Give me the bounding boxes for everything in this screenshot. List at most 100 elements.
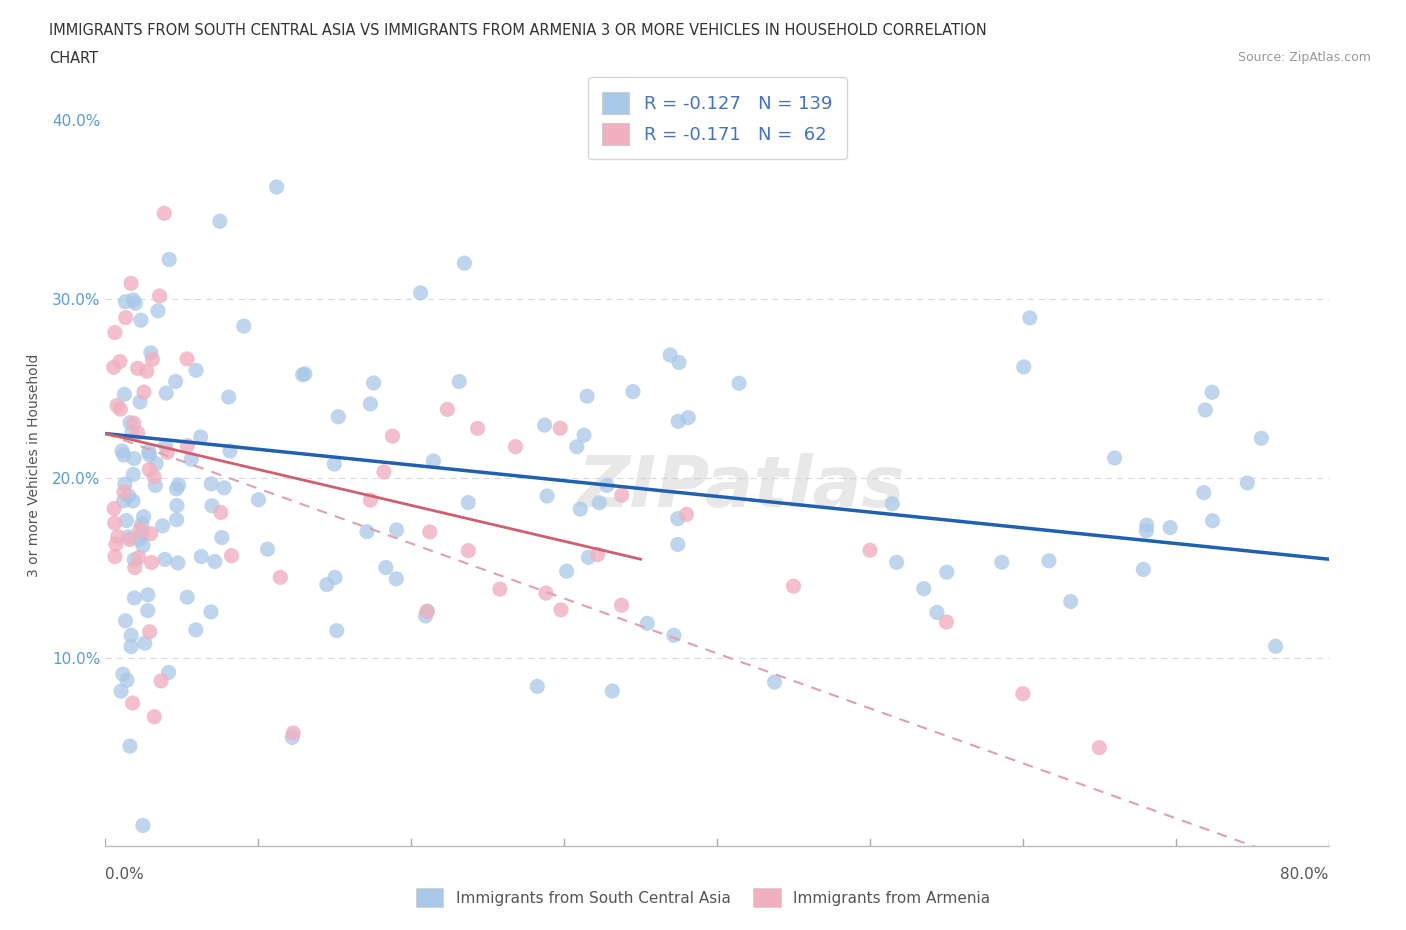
Point — [1201, 385, 1223, 400]
Point — [180, 452, 202, 467]
Point — [457, 543, 479, 558]
Point — [204, 554, 226, 569]
Point — [157, 252, 180, 267]
Point — [666, 512, 689, 526]
Point — [328, 409, 350, 424]
Point — [167, 477, 190, 492]
Point — [662, 628, 685, 643]
Point — [110, 684, 132, 698]
Point — [219, 444, 242, 458]
Point — [489, 581, 512, 596]
Point — [281, 730, 304, 745]
Point — [117, 529, 139, 544]
Point — [104, 550, 127, 565]
Point — [1135, 524, 1157, 538]
Point — [118, 416, 141, 431]
Point — [912, 581, 935, 596]
Point — [534, 586, 557, 601]
Point — [457, 495, 479, 510]
Point — [141, 555, 163, 570]
Point — [283, 725, 305, 740]
Point — [991, 555, 1014, 570]
Point — [166, 498, 188, 512]
Point — [763, 674, 786, 689]
Point — [548, 420, 571, 435]
Point — [526, 679, 548, 694]
Point — [1018, 311, 1040, 325]
Point — [167, 555, 190, 570]
Point — [505, 439, 527, 454]
Point — [166, 482, 188, 497]
Point — [359, 493, 381, 508]
Point — [1038, 553, 1060, 568]
Point — [675, 507, 697, 522]
Point — [184, 363, 207, 378]
Point — [138, 462, 160, 477]
Point — [131, 516, 153, 531]
Point — [221, 549, 243, 564]
Point — [600, 684, 623, 698]
Point — [555, 564, 578, 578]
Point — [107, 529, 129, 544]
Point — [326, 623, 349, 638]
Point — [176, 590, 198, 604]
Point — [208, 214, 231, 229]
Point — [153, 552, 176, 567]
Point — [291, 367, 314, 382]
Point — [550, 603, 572, 618]
Point — [247, 492, 270, 507]
Point — [132, 510, 155, 525]
Point — [138, 445, 160, 459]
Point — [1060, 594, 1083, 609]
Point — [118, 488, 141, 503]
Point — [120, 628, 142, 643]
Point — [323, 570, 346, 585]
Point — [136, 604, 159, 618]
Point — [209, 505, 232, 520]
Point — [882, 497, 904, 512]
Point — [218, 390, 240, 405]
Point — [1250, 431, 1272, 445]
Point — [200, 604, 222, 619]
Point — [156, 445, 179, 459]
Point — [374, 560, 396, 575]
Point — [104, 326, 127, 340]
Point — [385, 523, 408, 538]
Point — [131, 526, 153, 541]
Point — [105, 398, 128, 413]
Point — [115, 513, 138, 528]
Point — [103, 360, 125, 375]
Y-axis label: 3 or more Vehicles in Household: 3 or more Vehicles in Household — [27, 353, 41, 577]
Point — [935, 565, 957, 579]
Text: 80.0%: 80.0% — [1281, 867, 1329, 882]
Point — [127, 361, 149, 376]
Point — [1159, 520, 1181, 535]
Point — [572, 428, 595, 443]
Point — [409, 286, 432, 300]
Point — [232, 319, 254, 334]
Text: ZIPatlas: ZIPatlas — [578, 454, 905, 523]
Point — [115, 672, 138, 687]
Point — [1192, 485, 1215, 500]
Point — [128, 532, 150, 547]
Point — [668, 355, 690, 370]
Point — [666, 414, 689, 429]
Point — [153, 206, 176, 220]
Point — [120, 639, 142, 654]
Point — [416, 604, 439, 618]
Point — [138, 447, 160, 462]
Point — [569, 501, 592, 516]
Text: IMMIGRANTS FROM SOUTH CENTRAL ASIA VS IMMIGRANTS FROM ARMENIA 3 OR MORE VEHICLES: IMMIGRANTS FROM SOUTH CENTRAL ASIA VS IM… — [49, 23, 987, 38]
Point — [935, 615, 957, 630]
Point — [114, 614, 136, 629]
Point — [886, 555, 908, 570]
Point — [373, 464, 395, 479]
Point — [610, 598, 633, 613]
Point — [256, 542, 278, 557]
Point — [621, 384, 644, 399]
Point — [1132, 562, 1154, 577]
Point — [124, 296, 146, 311]
Point — [659, 348, 682, 363]
Point — [129, 312, 152, 327]
Point — [143, 710, 166, 724]
